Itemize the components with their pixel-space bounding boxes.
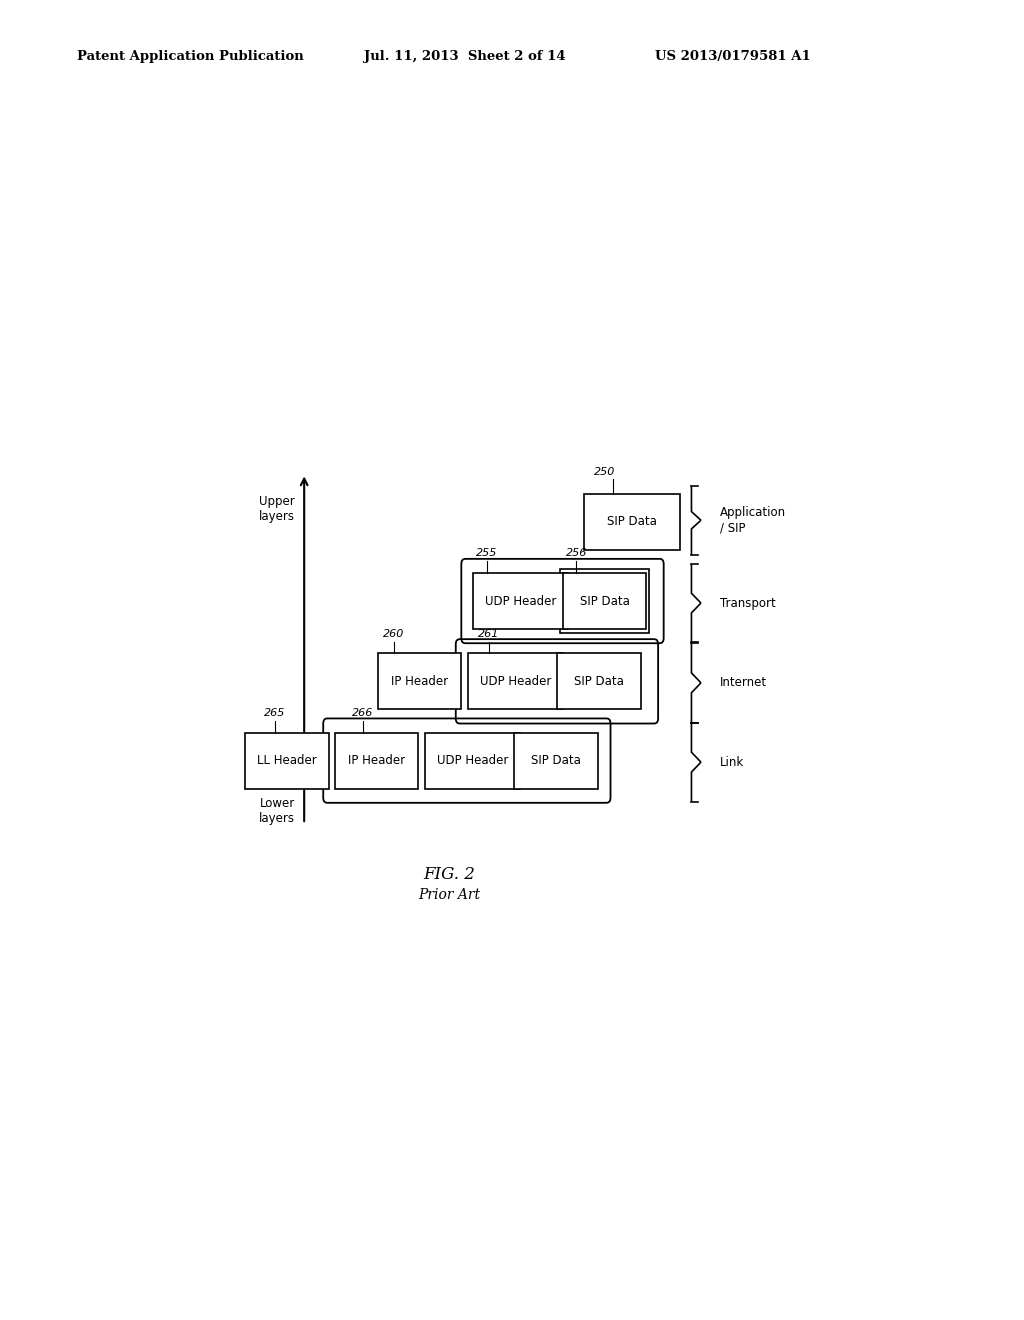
Text: Link: Link	[720, 755, 744, 768]
Bar	[563, 573, 646, 630]
Bar	[557, 653, 641, 709]
Bar	[425, 733, 520, 788]
Bar	[468, 653, 563, 709]
Text: UDP Header: UDP Header	[479, 675, 551, 688]
Text: 256: 256	[565, 548, 587, 558]
Text: 261: 261	[478, 630, 500, 639]
Text: 255: 255	[476, 548, 498, 558]
Text: US 2013/0179581 A1: US 2013/0179581 A1	[655, 50, 811, 63]
Text: IP Header: IP Header	[391, 675, 449, 688]
Text: Prior Art: Prior Art	[419, 888, 480, 903]
Text: IP Header: IP Header	[348, 754, 406, 767]
Text: Upper
layers: Upper layers	[259, 495, 295, 523]
Bar	[560, 569, 649, 634]
Text: SIP Data: SIP Data	[531, 754, 581, 767]
Bar	[378, 653, 461, 709]
Text: SIP Data: SIP Data	[574, 675, 624, 688]
Text: UDP Header: UDP Header	[436, 754, 508, 767]
Text: 260: 260	[383, 630, 404, 639]
Text: FIG. 2: FIG. 2	[424, 866, 475, 883]
Bar	[585, 494, 680, 549]
Bar	[473, 573, 568, 630]
Text: LL Header: LL Header	[257, 754, 317, 767]
Text: UDP Header: UDP Header	[485, 594, 556, 607]
Bar	[514, 733, 598, 788]
Text: 266: 266	[352, 709, 374, 718]
Text: Jul. 11, 2013  Sheet 2 of 14: Jul. 11, 2013 Sheet 2 of 14	[364, 50, 565, 63]
Text: Lower
layers: Lower layers	[259, 797, 295, 825]
Bar	[246, 733, 329, 788]
Text: SIP Data: SIP Data	[580, 594, 630, 607]
Text: Transport: Transport	[720, 597, 776, 610]
Text: 250: 250	[594, 466, 615, 477]
Text: Internet: Internet	[720, 676, 767, 689]
Text: 265: 265	[264, 709, 286, 718]
Text: SIP Data: SIP Data	[607, 515, 656, 528]
Text: Patent Application Publication: Patent Application Publication	[77, 50, 303, 63]
Bar	[335, 733, 419, 788]
Text: Application
/ SIP: Application / SIP	[720, 507, 786, 535]
